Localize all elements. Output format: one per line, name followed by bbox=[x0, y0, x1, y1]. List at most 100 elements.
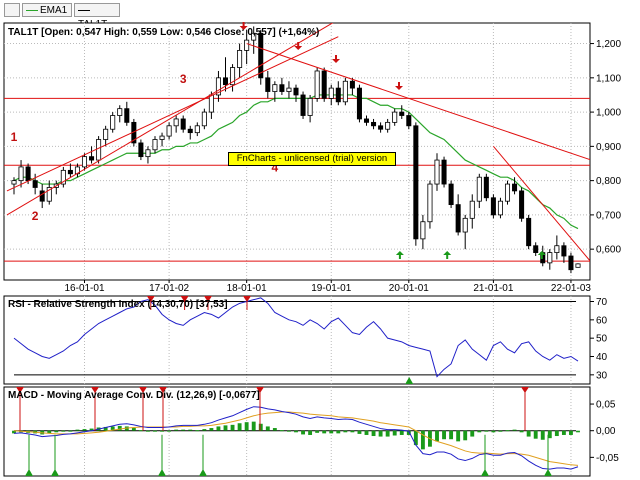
candle-body bbox=[166, 125, 172, 137]
macd-hist-bar bbox=[406, 430, 411, 435]
candles bbox=[11, 26, 581, 274]
x-tick-label: 20-01-01 bbox=[389, 283, 429, 294]
candle-body bbox=[286, 87, 292, 92]
rsi-y-axis: 30 40 50 60 70 bbox=[590, 297, 608, 381]
price-markers bbox=[239, 22, 546, 259]
trend-line bbox=[6, 36, 339, 192]
macd-hist-bar bbox=[308, 430, 313, 435]
candle-body bbox=[476, 176, 482, 202]
macd-buy-marker-icon bbox=[51, 469, 59, 476]
macd-hist-bar bbox=[569, 430, 573, 435]
macd-hist-bar bbox=[131, 428, 136, 431]
macd-hist-bar bbox=[343, 430, 348, 433]
rsi-panel: RSI - Relative Strength Index (14,30,70)… bbox=[3, 295, 608, 385]
candle-body bbox=[60, 169, 66, 185]
candle-body bbox=[504, 183, 511, 202]
ema-legend-label: EMA1 bbox=[40, 5, 68, 16]
macd-hist-bar bbox=[505, 430, 510, 432]
candle-body bbox=[173, 118, 179, 127]
macd-hist-bar bbox=[138, 430, 143, 432]
candle-body bbox=[462, 217, 468, 233]
macd-hist-bar bbox=[272, 428, 277, 431]
x-tick-label: 18-01-01 bbox=[227, 283, 267, 294]
candle-body bbox=[413, 125, 419, 240]
candle-body bbox=[335, 87, 341, 103]
candle-body bbox=[363, 118, 370, 123]
macd-hist-bar bbox=[336, 430, 341, 434]
macd-hist-bar bbox=[533, 430, 538, 439]
candle-body bbox=[526, 217, 532, 247]
macd-hist-bar bbox=[357, 430, 362, 434]
macd-hist-bar bbox=[188, 429, 193, 431]
macd-hist-bar bbox=[378, 430, 383, 437]
macd-hist-bar bbox=[167, 430, 172, 432]
price-grid bbox=[4, 23, 590, 280]
macd-hist-bar bbox=[216, 426, 221, 431]
macd-hist-bar bbox=[322, 430, 327, 434]
candle-body bbox=[293, 87, 299, 96]
rsi-buy-marker-icon bbox=[405, 377, 414, 384]
wave-labels: 1 2 3 4 bbox=[11, 72, 279, 223]
candle-body bbox=[89, 156, 95, 161]
candle-body bbox=[103, 128, 109, 140]
wave-label: 1 bbox=[11, 130, 18, 144]
macd-y-axis: 0,05 0,00 -0,05 bbox=[590, 400, 619, 464]
candle-body bbox=[251, 32, 257, 41]
buy-arrow-icon bbox=[537, 251, 546, 259]
candle-body bbox=[342, 80, 348, 103]
macd-hist-bar bbox=[61, 430, 66, 432]
ema-legend-tab[interactable]: EMA1 bbox=[22, 3, 72, 17]
candle-body bbox=[512, 183, 518, 192]
candle-body bbox=[152, 139, 158, 151]
candle-body bbox=[497, 200, 503, 216]
macd-hist-bar bbox=[181, 429, 186, 431]
macd-hist-bar bbox=[449, 430, 454, 440]
price-x-axis: 16-01-01 17-01-02 18-01-01 19-01-01 20-01-01… bbox=[64, 280, 591, 294]
macd-hist-bar bbox=[82, 429, 87, 431]
candle-body bbox=[392, 111, 398, 123]
candle-body bbox=[237, 50, 243, 68]
rsi-tick-label: 50 bbox=[596, 334, 608, 345]
macd-hist-bar bbox=[89, 428, 94, 431]
macd-buy-marker-icon bbox=[199, 469, 207, 476]
macd-hist-bar bbox=[385, 430, 390, 437]
candle-body bbox=[427, 183, 433, 223]
macd-sell-marker-icon bbox=[16, 387, 24, 393]
candle-body bbox=[18, 166, 24, 182]
macd-hist-bar bbox=[223, 425, 228, 431]
rsi-markers bbox=[146, 296, 414, 384]
symbol-swatch bbox=[78, 9, 90, 11]
x-tick-label: 22-01-03 bbox=[551, 283, 591, 294]
macd-hist-bar bbox=[124, 426, 129, 431]
candle-body bbox=[67, 169, 73, 175]
macd-hist-bar bbox=[350, 430, 355, 433]
candle-body bbox=[575, 263, 581, 268]
candle-body bbox=[533, 245, 539, 253]
candle-body bbox=[490, 197, 496, 216]
y-tick-label: 1,200 bbox=[596, 39, 621, 50]
sell-arrow-icon bbox=[395, 82, 403, 90]
macd-hist-bar bbox=[498, 430, 503, 432]
macd-hist-bar bbox=[315, 430, 320, 433]
price-y-axis: 0,600 0,700 0,800 0,900 1,000 1,100 1,200 bbox=[590, 39, 621, 256]
candle-body bbox=[568, 255, 574, 271]
candle-body bbox=[117, 108, 123, 116]
y-tick-label: 0,900 bbox=[596, 142, 621, 153]
macd-hist-bar bbox=[470, 430, 475, 437]
macd-hist-bar bbox=[420, 430, 425, 450]
macd-panel: MACD - Moving Average Conv. Div. (12,26,… bbox=[3, 386, 619, 477]
macd-buy-marker-icon bbox=[158, 469, 166, 476]
buy-arrow-icon bbox=[395, 251, 404, 259]
macd-hist-bar bbox=[117, 425, 122, 431]
macd-hist-bar bbox=[153, 430, 157, 432]
candle-body bbox=[547, 252, 553, 264]
candle-body bbox=[159, 135, 165, 140]
sell-arrow-icon bbox=[294, 42, 303, 50]
candle-body bbox=[81, 156, 88, 168]
candle-body bbox=[138, 142, 144, 158]
macd-hist-bar bbox=[463, 430, 468, 441]
chart-type-tab[interactable] bbox=[4, 3, 20, 17]
macd-hist-bar bbox=[103, 426, 108, 431]
rsi-sell-marker-icon bbox=[243, 296, 251, 302]
candle-body bbox=[265, 77, 271, 92]
